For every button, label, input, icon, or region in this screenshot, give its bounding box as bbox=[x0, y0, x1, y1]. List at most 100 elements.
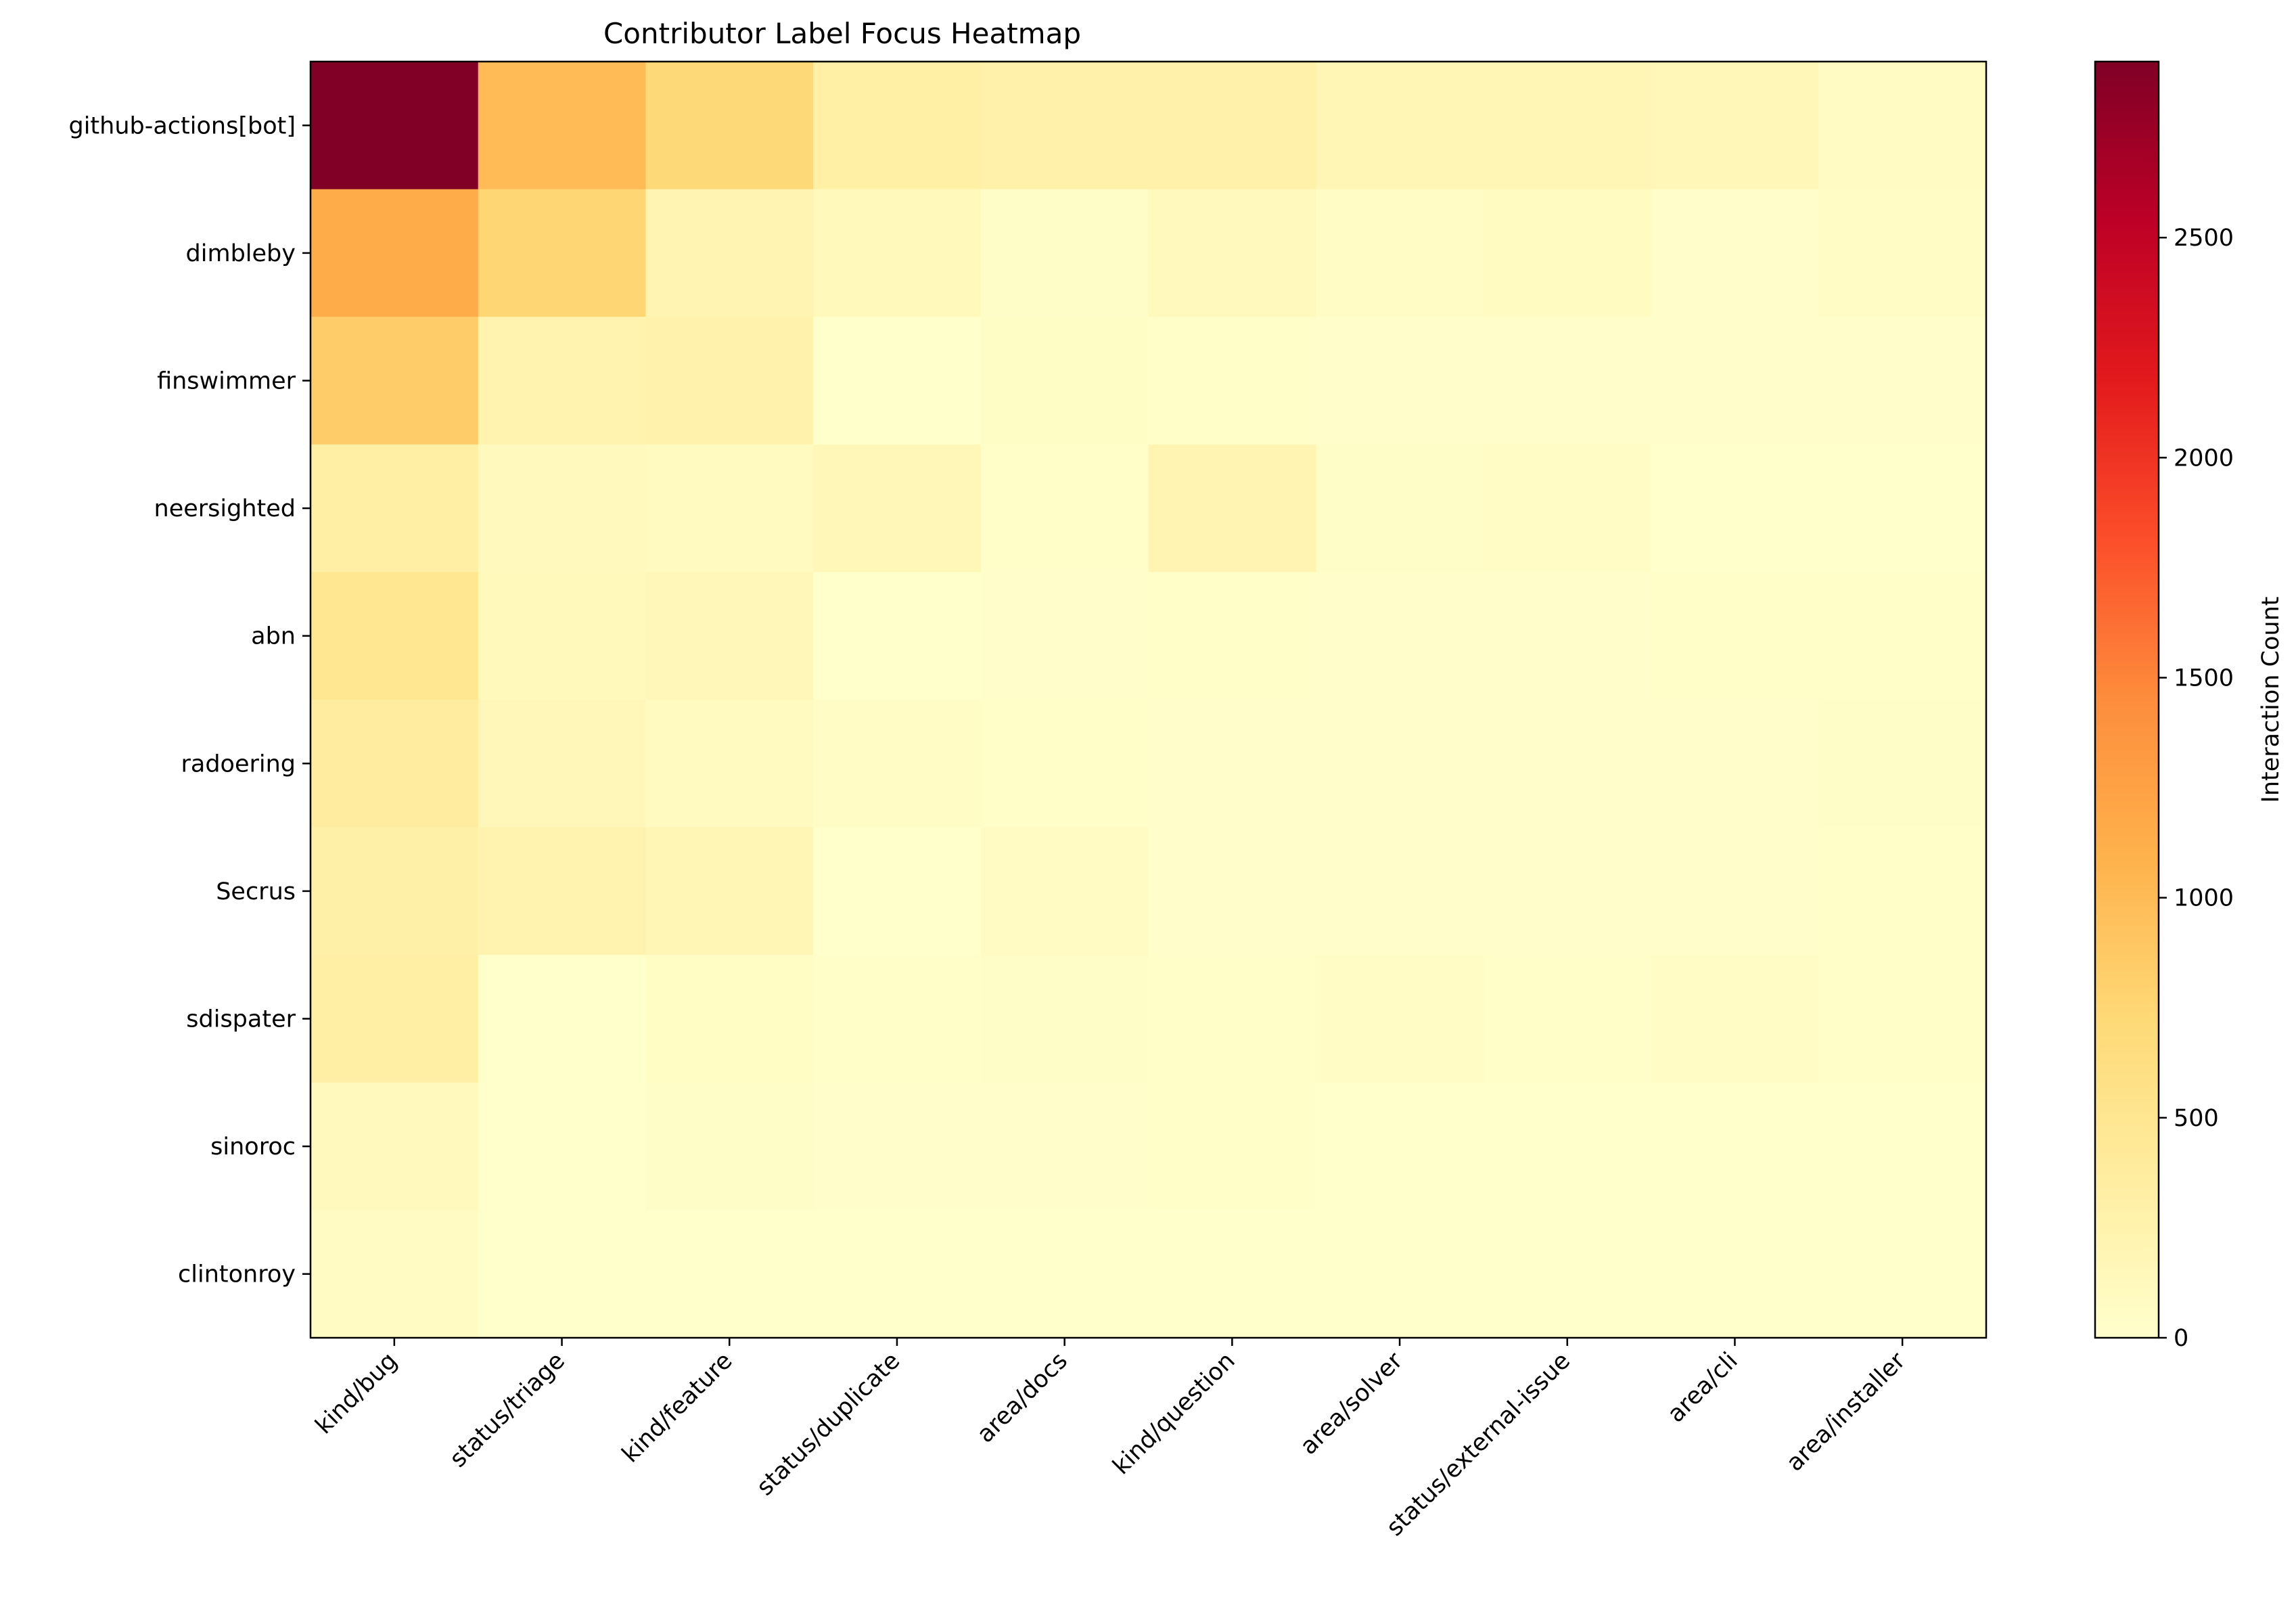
y-tick-label: radoering bbox=[181, 750, 296, 777]
y-tick-label: sdispater bbox=[186, 1006, 296, 1033]
heatmap-cell bbox=[980, 955, 1149, 1083]
y-tick-label: github-actions[bot] bbox=[68, 112, 296, 139]
heatmap-cell bbox=[980, 62, 1149, 190]
x-tick-label: area/docs bbox=[972, 1347, 1073, 1448]
y-tick-label: clintonroy bbox=[178, 1261, 296, 1288]
heatmap-cell bbox=[1651, 1082, 1819, 1211]
y-tick-label: abn bbox=[251, 623, 296, 650]
heatmap-cell bbox=[478, 1210, 646, 1338]
x-tick-label: kind/question bbox=[1108, 1347, 1241, 1480]
heatmap-cell bbox=[1483, 1082, 1652, 1211]
heatmap-cell bbox=[1651, 955, 1819, 1083]
heatmap-cell bbox=[1483, 572, 1652, 700]
heatmap-cell bbox=[645, 1210, 814, 1338]
x-tick-label: kind/bug bbox=[311, 1347, 403, 1439]
heatmap-cell bbox=[311, 1082, 479, 1211]
heatmap-cell bbox=[1651, 572, 1819, 700]
heatmap-cell bbox=[478, 827, 646, 955]
heatmap-cell bbox=[311, 955, 479, 1083]
heatmap-cell bbox=[1483, 317, 1652, 445]
heatmap-cell bbox=[1316, 317, 1484, 445]
heatmap-cell bbox=[1818, 189, 1987, 317]
x-tick-label: kind/feature bbox=[617, 1347, 738, 1468]
heatmap-cell bbox=[645, 317, 814, 445]
colorbar-tick-label: 1000 bbox=[2174, 885, 2234, 912]
y-tick-label: Secrus bbox=[216, 878, 296, 905]
heatmap-cell bbox=[1316, 1082, 1484, 1211]
heatmap-cell bbox=[980, 572, 1149, 700]
heatmap-cell bbox=[1316, 572, 1484, 700]
heatmap-cell bbox=[1651, 317, 1819, 445]
heatmap-cell bbox=[980, 317, 1149, 445]
heatmap-cell bbox=[813, 317, 982, 445]
heatmap-cell bbox=[1316, 189, 1484, 317]
heatmap-cell bbox=[1148, 189, 1316, 317]
heatmap-cell bbox=[1818, 444, 1987, 572]
heatmap-cell bbox=[1483, 827, 1652, 955]
x-tick-label: status/duplicate bbox=[752, 1347, 905, 1501]
heatmap-cell bbox=[1148, 62, 1316, 190]
heatmap-cell bbox=[1316, 827, 1484, 955]
heatmap-cell bbox=[1483, 444, 1652, 572]
heatmap-cell bbox=[1818, 572, 1987, 700]
heatmap-cell bbox=[1818, 1082, 1987, 1211]
heatmap-cell bbox=[813, 827, 982, 955]
heatmap-cell bbox=[1148, 317, 1316, 445]
heatmap-cell bbox=[645, 827, 814, 955]
x-tick-label: area/installer bbox=[1781, 1347, 1911, 1477]
heatmap-cell bbox=[1818, 317, 1987, 445]
heatmap-cell bbox=[645, 955, 814, 1083]
heatmap-cell bbox=[1818, 955, 1987, 1083]
heatmap-cell bbox=[311, 317, 479, 445]
heatmap-cell bbox=[1148, 444, 1316, 572]
heatmap-cell bbox=[645, 1082, 814, 1211]
heatmap-cell bbox=[478, 444, 646, 572]
heatmap-cell bbox=[645, 62, 814, 190]
heatmap-cell bbox=[1651, 700, 1819, 828]
heatmap-cell bbox=[980, 827, 1149, 955]
heatmap-cell bbox=[980, 1210, 1149, 1338]
heatmap-cell bbox=[1148, 572, 1316, 700]
heatmap-cell bbox=[311, 827, 479, 955]
heatmap-cell bbox=[813, 62, 982, 190]
heatmap-cell bbox=[1483, 189, 1652, 317]
heatmap-cell bbox=[980, 1082, 1149, 1211]
heatmap-cell bbox=[813, 1210, 982, 1338]
x-tick-label: area/cli bbox=[1663, 1347, 1743, 1428]
colorbar-tick-label: 0 bbox=[2174, 1325, 2188, 1352]
heatmap-cell bbox=[1316, 62, 1484, 190]
x-axis: kind/bug status/triage kind/feature status/… bbox=[311, 1338, 1911, 1541]
y-tick-label: sinoroc bbox=[210, 1133, 296, 1160]
heatmap-cell bbox=[1483, 62, 1652, 190]
heatmap-cell bbox=[1651, 62, 1819, 190]
heatmap-cell bbox=[1316, 700, 1484, 828]
chart-title: Contributor Label Focus Heatmap bbox=[603, 17, 1081, 50]
colorbar-tick-label: 2000 bbox=[2174, 445, 2234, 472]
heatmap-cell bbox=[478, 317, 646, 445]
heatmap-cell bbox=[1316, 444, 1484, 572]
x-tick-label: area/solver bbox=[1295, 1347, 1408, 1460]
y-axis: github-actions[bot] dimbleby finswimmer nee… bbox=[68, 112, 311, 1288]
heatmap-cell bbox=[813, 955, 982, 1083]
colorbar bbox=[2094, 60, 2160, 1339]
heatmap-cell bbox=[1148, 1082, 1316, 1211]
x-tick-label: status/external-issue bbox=[1381, 1347, 1576, 1541]
heatmap-cell bbox=[645, 189, 814, 317]
heatmap-cell bbox=[645, 700, 814, 828]
heatmap-cell bbox=[311, 1210, 479, 1338]
heatmap-cell bbox=[980, 700, 1149, 828]
heatmap-cell bbox=[813, 1082, 982, 1211]
heatmap-cell bbox=[645, 444, 814, 572]
heatmap-cell bbox=[1651, 444, 1819, 572]
heatmap-cell bbox=[311, 572, 479, 700]
heatmap-cell bbox=[1148, 1210, 1316, 1338]
heatmap-cell bbox=[980, 444, 1149, 572]
heatmap-cell bbox=[311, 189, 479, 317]
heatmap-cell bbox=[1651, 189, 1819, 317]
colorbar-tick-label: 500 bbox=[2174, 1105, 2219, 1132]
heatmap-cell bbox=[1483, 1210, 1652, 1338]
heatmap-cell bbox=[1818, 700, 1987, 828]
heatmap-cell bbox=[1818, 827, 1987, 955]
y-tick-label: finswimmer bbox=[157, 368, 296, 395]
